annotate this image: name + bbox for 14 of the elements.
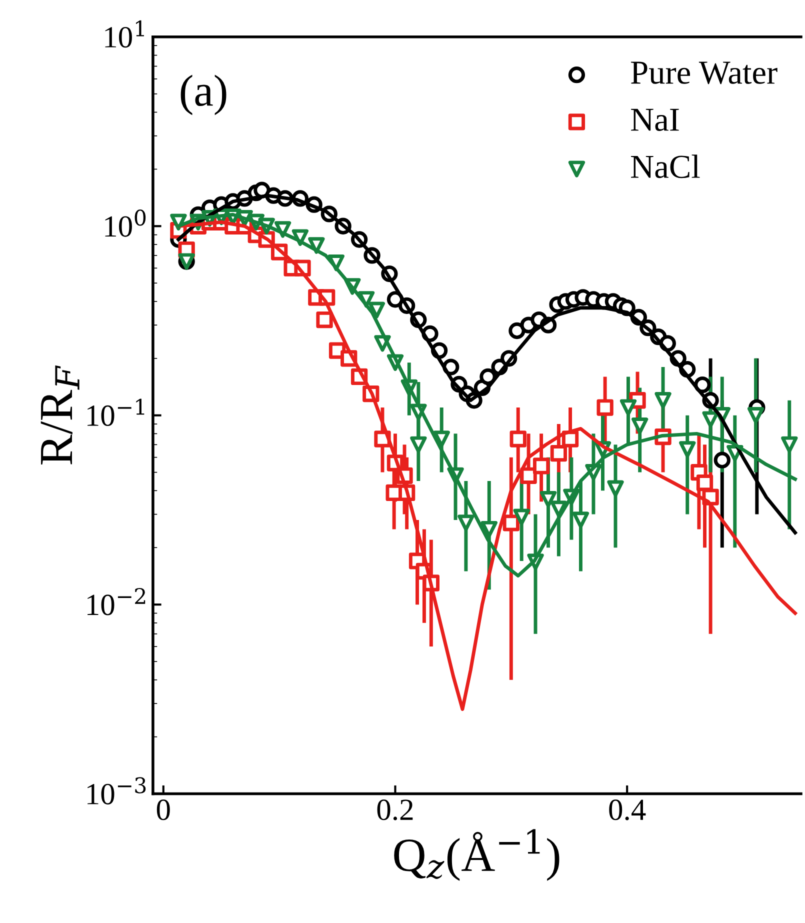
x-tick-label: 0 — [156, 800, 170, 820]
y-tick-label: 10$^{0}$ — [105, 210, 146, 237]
y-tick-label: 10$^{−3}$ — [88, 777, 146, 804]
y-tick-label: 10$^{−1}$ — [88, 398, 144, 426]
y-tick-label: 10$^{1}$ — [105, 20, 144, 48]
legend-label: Pure Water — [631, 62, 778, 84]
x-tick-label: 0.2 — [377, 800, 413, 820]
y-tick-label: 10$^{−2}$ — [88, 588, 146, 616]
y-axis-title: R/R$_{F}$ — [40, 365, 80, 465]
x-tick-label: 0.4 — [609, 800, 646, 820]
legend-label: NaCl — [631, 154, 700, 178]
legend-label: NaI — [631, 108, 679, 132]
annotation: (a) — [180, 74, 226, 116]
x-axis-title: Q$_{z}$(Å$^{−1}$) — [394, 829, 560, 881]
